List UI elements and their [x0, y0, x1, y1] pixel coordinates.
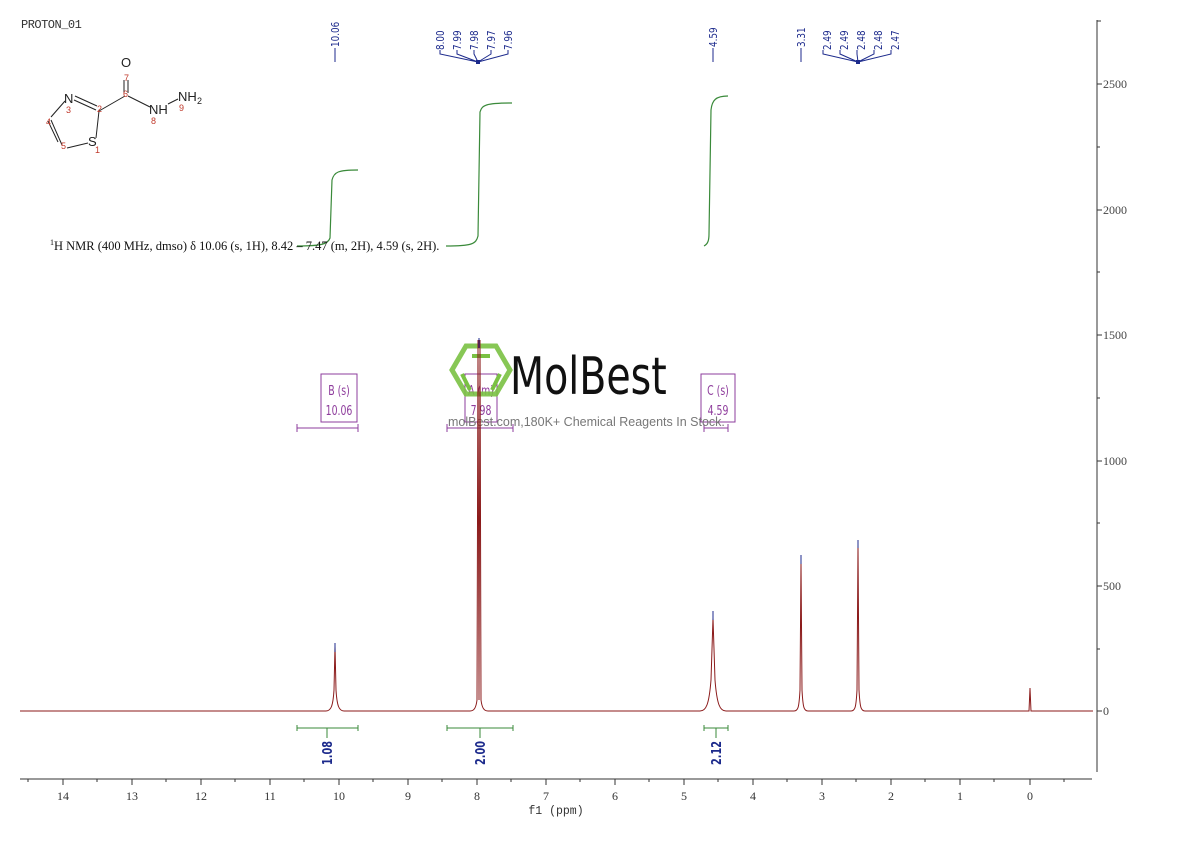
atom-indices: 1 2 3 4 5 6 7 8 9 [46, 73, 184, 155]
svg-text:2: 2 [197, 96, 202, 106]
svg-text:5: 5 [61, 141, 66, 151]
watermark-tagline: molBest.com,180K+ Chemical Reagents In S… [448, 415, 725, 429]
x-axis: 14 13 12 11 10 9 8 7 6 5 4 3 2 1 0 f1 (p… [20, 778, 1092, 818]
svg-text:10: 10 [333, 789, 345, 803]
svg-text:5: 5 [681, 789, 687, 803]
svg-text:4: 4 [750, 789, 756, 803]
svg-text:10.06: 10.06 [326, 402, 353, 418]
svg-text:2.12: 2.12 [709, 741, 725, 765]
svg-text:B (s): B (s) [328, 382, 350, 398]
svg-text:11: 11 [264, 789, 276, 803]
svg-text:500: 500 [1103, 579, 1121, 593]
molecule-structure: O N S NH NH 2 1 2 3 4 5 6 7 8 9 [46, 55, 202, 155]
integral-curves [296, 95, 729, 247]
svg-text:7.98: 7.98 [469, 30, 481, 50]
svg-text:13: 13 [126, 789, 138, 803]
svg-text:2500: 2500 [1103, 77, 1127, 91]
svg-text:9: 9 [179, 103, 184, 113]
svg-text:C (s): C (s) [707, 382, 729, 398]
svg-text:1: 1 [957, 789, 963, 803]
integral-values: 1.08 2.00 2.12 [320, 741, 725, 765]
svg-text:3: 3 [819, 789, 825, 803]
atom-S: S [88, 134, 97, 149]
y-axis: 2500 2000 1500 1000 500 0 [1096, 20, 1127, 772]
svg-text:2: 2 [97, 104, 102, 114]
atom-N3: N [64, 91, 73, 106]
svg-text:4: 4 [46, 117, 51, 127]
svg-text:7.97: 7.97 [486, 30, 498, 50]
svg-text:6: 6 [612, 789, 618, 803]
molbest-logo-icon [449, 343, 513, 397]
svg-text:3.31: 3.31 [796, 27, 808, 47]
svg-text:7: 7 [543, 789, 549, 803]
svg-text:2.49: 2.49 [822, 30, 834, 50]
atom-O: O [121, 55, 131, 70]
peak-labels: 10.06 8.00 7.99 7.98 7.97 7.96 4.59 3.31… [330, 22, 902, 64]
svg-text:7.98: 7.98 [471, 402, 492, 418]
spectrum-label: PROTON_01 [21, 18, 82, 32]
svg-text:7: 7 [124, 73, 129, 83]
svg-text:4.59: 4.59 [708, 27, 720, 47]
multiplet-annotations: B (s) 10.06 A (m) 7.98 C (s) 4.59 [296, 373, 736, 432]
svg-text:0: 0 [1027, 789, 1033, 803]
svg-text:2.48: 2.48 [856, 30, 868, 50]
spectrum-trace [20, 338, 1093, 712]
svg-text:2.49: 2.49 [839, 30, 851, 50]
svg-text:2.48: 2.48 [873, 30, 885, 50]
atom-NH2: NH [178, 89, 197, 104]
svg-text:0: 0 [1103, 704, 1109, 718]
svg-text:2: 2 [888, 789, 894, 803]
svg-text:1500: 1500 [1103, 328, 1127, 342]
svg-text:1000: 1000 [1103, 454, 1127, 468]
integral-bars [296, 725, 729, 738]
svg-text:1: 1 [95, 145, 100, 155]
svg-text:4.59: 4.59 [708, 402, 729, 418]
svg-text:8: 8 [474, 789, 480, 803]
svg-text:2000: 2000 [1103, 203, 1127, 217]
svg-text:8.00: 8.00 [435, 30, 447, 50]
svg-text:1.08: 1.08 [320, 741, 336, 765]
svg-text:2.47: 2.47 [890, 30, 902, 50]
svg-text:10.06: 10.06 [330, 22, 342, 47]
watermark-brand: MolBest [510, 346, 667, 407]
svg-text:7.99: 7.99 [452, 30, 464, 50]
svg-text:7.96: 7.96 [503, 30, 515, 50]
atom-NH: NH [149, 102, 168, 117]
nmr-description: 1H NMR (400 MHz, dmso) δ 10.06 (s, 1H), … [50, 238, 440, 254]
svg-text:14: 14 [57, 789, 69, 803]
svg-text:9: 9 [405, 789, 411, 803]
svg-text:8: 8 [151, 116, 156, 126]
svg-text:3: 3 [66, 105, 71, 115]
x-axis-label: f1 (ppm) [528, 805, 583, 818]
svg-text:6: 6 [123, 89, 128, 99]
svg-text:12: 12 [195, 789, 207, 803]
svg-text:2.00: 2.00 [473, 741, 489, 765]
